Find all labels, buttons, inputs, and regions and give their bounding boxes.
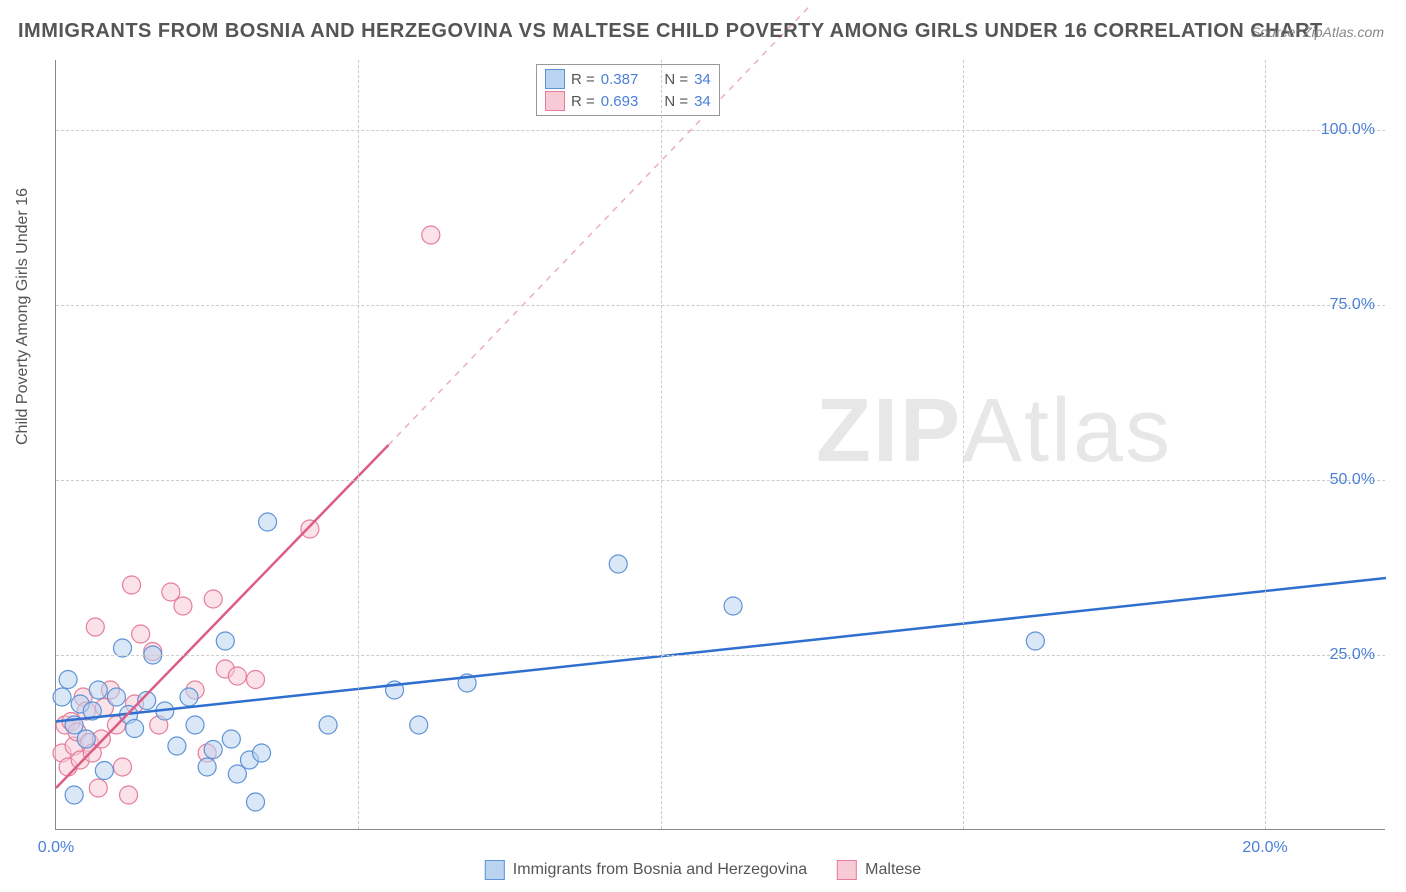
x-tick-label: 0.0% <box>38 839 74 857</box>
data-point <box>609 555 627 573</box>
data-point <box>123 576 141 594</box>
gridline-horizontal <box>56 130 1385 131</box>
data-point <box>724 597 742 615</box>
legend-r-value: 0.387 <box>601 71 639 88</box>
legend-series-label: Maltese <box>865 861 921 879</box>
gridline-vertical <box>963 60 964 829</box>
source-label: Source: ZipAtlas.com <box>1251 24 1384 40</box>
data-point <box>422 226 440 244</box>
data-point <box>222 730 240 748</box>
data-point <box>174 597 192 615</box>
legend-series-item: Maltese <box>837 860 921 880</box>
legend-series: Immigrants from Bosnia and Herzegovina Ma… <box>485 860 921 880</box>
data-point <box>114 758 132 776</box>
legend-n-value: 34 <box>694 93 711 110</box>
data-point <box>132 625 150 643</box>
legend-swatch <box>545 69 565 89</box>
legend-r-value: 0.693 <box>601 93 639 110</box>
gridline-horizontal <box>56 480 1385 481</box>
legend-n-label: N = <box>664 93 688 110</box>
plot-area: ZIPAtlas R =0.387N =34R =0.693N =34 25.0… <box>55 60 1385 830</box>
data-point <box>319 716 337 734</box>
data-point <box>301 520 319 538</box>
data-point <box>204 590 222 608</box>
data-point <box>126 720 144 738</box>
data-point <box>162 583 180 601</box>
data-point <box>120 786 138 804</box>
data-point <box>180 688 198 706</box>
data-point <box>65 786 83 804</box>
data-point <box>95 762 113 780</box>
trend-line <box>56 578 1386 722</box>
data-point <box>86 618 104 636</box>
data-point <box>410 716 428 734</box>
y-tick-label: 50.0% <box>1330 471 1375 489</box>
chart-svg <box>56 60 1385 829</box>
data-point <box>168 737 186 755</box>
legend-series-label: Immigrants from Bosnia and Herzegovina <box>513 861 807 879</box>
gridline-horizontal <box>56 305 1385 306</box>
legend-n-label: N = <box>664 71 688 88</box>
gridline-vertical <box>1265 60 1266 829</box>
data-point <box>89 779 107 797</box>
data-point <box>59 671 77 689</box>
data-point <box>198 758 216 776</box>
data-point <box>228 765 246 783</box>
gridline-vertical <box>358 60 359 829</box>
y-tick-label: 25.0% <box>1330 646 1375 664</box>
legend-n-value: 34 <box>694 71 711 88</box>
y-axis-title: Child Poverty Among Girls Under 16 <box>14 188 32 445</box>
data-point <box>53 688 71 706</box>
data-point <box>204 741 222 759</box>
legend-r-label: R = <box>571 93 595 110</box>
chart-title: IMMIGRANTS FROM BOSNIA AND HERZEGOVINA V… <box>18 20 1323 43</box>
legend-correlation-row: R = 0.387 N = 34 <box>545 69 711 89</box>
data-point <box>247 671 265 689</box>
data-point <box>247 793 265 811</box>
data-point <box>259 513 277 531</box>
legend-correlation-box: R = 0.387 N = 34 R = 0.693 N = 34 <box>536 64 720 116</box>
legend-swatch <box>837 860 857 880</box>
gridline-vertical <box>661 60 662 829</box>
legend-swatch <box>485 860 505 880</box>
data-point <box>1026 632 1044 650</box>
data-point <box>228 667 246 685</box>
data-point <box>77 730 95 748</box>
legend-correlation-row: R = 0.693 N = 34 <box>545 91 711 111</box>
gridline-horizontal <box>56 655 1385 656</box>
legend-series-item: Immigrants from Bosnia and Herzegovina <box>485 860 807 880</box>
y-tick-label: 75.0% <box>1330 296 1375 314</box>
data-point <box>89 681 107 699</box>
data-point <box>107 688 125 706</box>
legend-swatch <box>545 91 565 111</box>
data-point <box>216 632 234 650</box>
legend-r-label: R = <box>571 71 595 88</box>
x-tick-label: 20.0% <box>1242 839 1287 857</box>
y-tick-label: 100.0% <box>1321 121 1375 139</box>
data-point <box>253 744 271 762</box>
data-point <box>186 716 204 734</box>
